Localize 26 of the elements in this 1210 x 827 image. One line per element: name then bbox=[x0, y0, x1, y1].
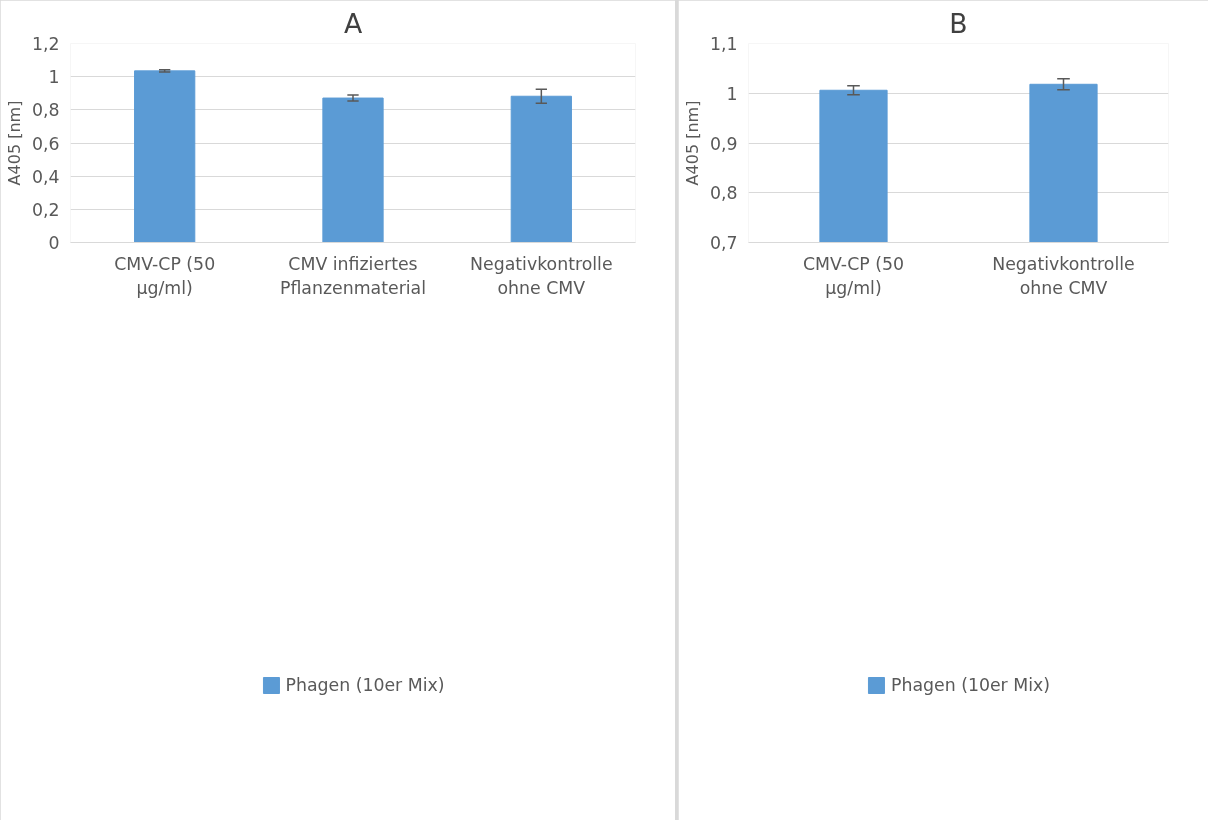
y-tick-label: 0,6 bbox=[31, 133, 60, 154]
x-tick-label: Negativkontrolle ohne CMV bbox=[992, 253, 1135, 298]
bar bbox=[134, 70, 196, 243]
bar bbox=[510, 95, 572, 243]
y-tick-label: 1,2 bbox=[31, 34, 60, 54]
x-tick-label: Negativkontrolle ohne CMV bbox=[470, 253, 613, 298]
y-tick-label: 0,9 bbox=[709, 133, 738, 154]
x-tick-label: CMV infiziertes Pflanzenmaterial bbox=[279, 253, 427, 298]
legend-label: Phagen (10er Mix) bbox=[285, 675, 445, 695]
y-tick-label: 1 bbox=[726, 83, 738, 104]
y-tick-label: 0,2 bbox=[31, 199, 60, 220]
chart-title: A bbox=[343, 7, 363, 39]
x-tick-label: CMV-CP (50 µg/ml) bbox=[803, 253, 905, 298]
y-axis-title: A405 [nm] bbox=[682, 100, 702, 186]
y-tick-label: 0,7 bbox=[709, 233, 738, 253]
x-tick-label: CMV-CP (50 µg/ml) bbox=[114, 253, 216, 298]
bar bbox=[322, 97, 384, 243]
y-tick-label: 1 bbox=[48, 67, 60, 88]
legend-label: Phagen (10er Mix) bbox=[890, 675, 1051, 695]
y-tick-label: 1,1 bbox=[709, 34, 738, 54]
y-tick-label: 0,8 bbox=[31, 100, 60, 121]
chart-title: B bbox=[949, 7, 968, 39]
y-tick-label: 0 bbox=[48, 233, 60, 253]
y-axis-title: A405 [nm] bbox=[4, 100, 24, 186]
y-tick-label: 0,8 bbox=[709, 183, 738, 204]
y-tick-label: 0,4 bbox=[31, 166, 60, 187]
